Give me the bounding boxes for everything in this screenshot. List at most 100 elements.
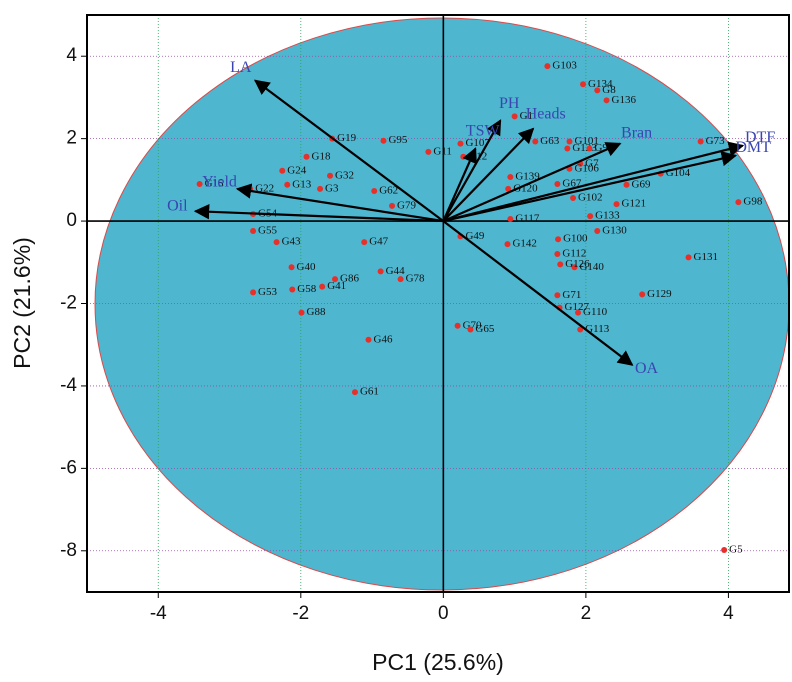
point [377,268,384,275]
point-label: G98 [743,196,762,208]
loading-label: LA [230,59,252,76]
point-label: G70 [463,319,482,331]
point [332,276,339,283]
point-label: G95 [388,134,407,146]
loading-arrow [253,79,445,222]
point-label: G134 [588,78,613,90]
point-label: G100 [563,233,588,245]
x-axis-label: PC1 (25.6%) [372,649,504,675]
point-label: G127 [565,301,590,313]
point-label: G5 [729,543,743,555]
x-tick-label: -4 [150,603,167,624]
point [594,87,601,94]
loading-arrow [193,204,444,223]
point-label: G121 [622,198,646,210]
point [467,326,474,333]
point-label: G69 [632,178,651,190]
point [623,181,630,188]
point-label: G41 [327,280,346,292]
point [566,138,573,145]
point-label: G101 [574,135,598,147]
point [564,145,571,152]
point [603,97,610,104]
point [639,291,646,298]
point-label: G62 [379,185,398,197]
point-label: G123 [572,142,597,154]
loading-arrow [443,151,738,223]
point [557,261,564,268]
point [289,286,296,293]
point [196,180,203,187]
point-label: G117 [515,213,540,225]
point [555,236,562,243]
point [580,81,587,88]
point-label: G120 [513,182,538,194]
point [327,172,334,179]
point [575,309,582,316]
y-tick-label: -6 [60,457,77,478]
point [319,283,326,290]
y-tick-label: -8 [60,540,77,561]
x-tick-label: 0 [438,603,449,624]
point-label: G139 [515,171,540,183]
point-label: G126 [565,258,590,270]
point-label: G1 [520,110,533,122]
point [587,213,594,220]
point-label: G110 [583,306,608,318]
point-label: G53 [258,286,277,298]
point [317,185,324,192]
y-tick-label: -4 [60,375,77,396]
point-label: G102 [578,192,602,204]
loading-arrow [442,147,477,222]
loading-label: TSW [466,122,501,139]
point-label: G107 [465,137,490,149]
point-label: G142 [512,238,536,250]
point-label: G7 [585,157,599,169]
loading-label: OA [635,360,659,377]
loading-label: Bran [621,125,652,142]
loading-arrow [442,127,535,222]
point [284,181,291,188]
point [507,173,514,180]
point [250,289,257,296]
point-label: G131 [694,251,718,263]
loading-arrow [235,183,444,223]
point [454,322,461,329]
point [279,167,286,174]
loading-arrow [442,220,634,366]
point-label: G88 [307,306,326,318]
point [544,63,551,70]
point-label: G8 [602,84,616,96]
point [571,264,578,271]
plot-frame [86,14,790,593]
loading-arrow [442,142,622,223]
point-label: G44 [386,265,405,277]
point [735,199,742,206]
point-label: G47 [369,236,388,248]
point [457,140,464,147]
point [554,251,561,258]
point [460,153,467,160]
point [586,145,593,152]
point [504,241,511,248]
loading-label: PH [499,95,520,112]
point-label: G129 [647,288,672,300]
point [365,336,372,343]
point [298,309,305,316]
point [288,264,295,271]
point [613,201,620,208]
point-label: G3 [325,182,339,194]
y-tick-label: 2 [66,128,77,149]
point [397,276,404,283]
point-label: G73 [706,135,725,147]
point-label: G78 [406,273,425,285]
loading-label: Heads [526,105,566,122]
point-label: G15 [205,178,224,190]
point [507,216,514,223]
loading-label: Oil [167,197,188,214]
point-label: G19 [337,132,356,144]
point-label: G13 [292,178,311,190]
point [685,254,692,261]
point-label: G18 [312,150,331,162]
